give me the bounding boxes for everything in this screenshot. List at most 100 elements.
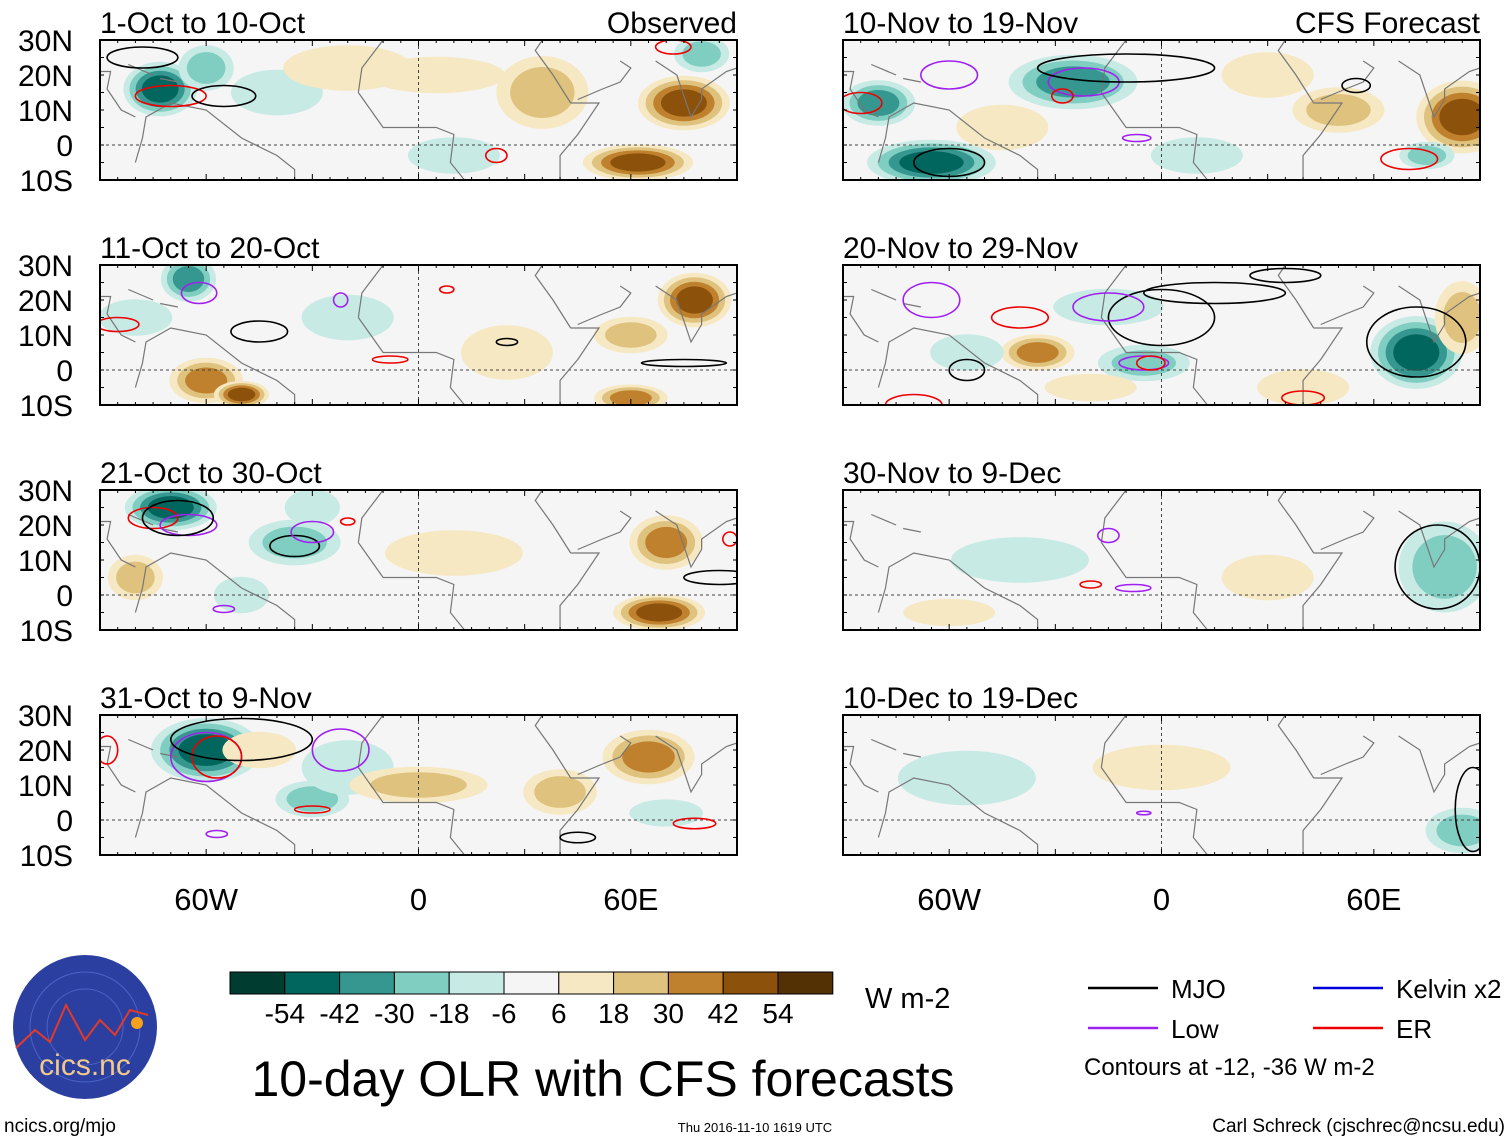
lon-tick-label: 60E: [603, 882, 658, 917]
contour-low: [920, 60, 979, 90]
olr-anomaly-blob: [629, 799, 704, 827]
coastline: [655, 60, 737, 119]
figure-title: 10-day OLR with CFS forecasts: [251, 1051, 954, 1107]
olr-anomaly-blob: [1092, 744, 1231, 791]
panel-title: 30-Nov to 9-Dec: [843, 457, 1061, 490]
coastline: [1267, 490, 1275, 491]
coastline: [577, 60, 632, 101]
contour-er: [1079, 580, 1103, 589]
column-label: CFS Forecast: [1295, 7, 1481, 40]
olr-anomaly-blob: [1393, 334, 1440, 371]
coastline: [903, 77, 921, 83]
coastline: [903, 302, 921, 308]
contour-er: [654, 40, 692, 55]
contour-low: [311, 728, 370, 772]
contour-er: [100, 735, 119, 765]
legend-label: MJO: [1171, 974, 1226, 1004]
contour-er: [1135, 355, 1166, 371]
olr-anomaly-blob: [460, 325, 553, 380]
colorbar-level-label: -6: [492, 998, 517, 1029]
coastline: [524, 40, 532, 41]
coastline: [877, 777, 1039, 855]
coastline: [1277, 265, 1315, 329]
coastline: [1277, 40, 1315, 104]
olr-anomaly-blob: [899, 151, 964, 174]
coastline: [903, 527, 921, 533]
coastline: [1267, 265, 1275, 266]
olr-anomaly-blob: [609, 390, 652, 405]
coastline: [160, 302, 178, 308]
olr-anomaly-blob: [407, 137, 500, 174]
column-label: Observed: [607, 7, 737, 40]
contour-low: [290, 520, 335, 544]
coastline: [134, 327, 296, 405]
coastline: [559, 102, 601, 180]
coastline: [843, 295, 879, 343]
olr-anomaly-blob: [301, 294, 394, 341]
contour-mjo: [1107, 288, 1216, 347]
coastline: [1398, 510, 1480, 569]
olr-anomaly-blob: [956, 104, 1049, 151]
colorbar-level-label: -54: [265, 998, 305, 1029]
contour-mjo: [1143, 281, 1287, 305]
lat-tick-label: 10S: [20, 840, 73, 873]
contour-low: [1135, 810, 1152, 816]
coastline: [128, 738, 154, 751]
coastline: [1100, 317, 1208, 405]
contour-er: [990, 306, 1050, 329]
contour-mjo: [640, 358, 728, 368]
contour-low: [180, 281, 218, 305]
contour-mjo: [230, 320, 289, 343]
coastline: [357, 715, 384, 768]
olr-anomaly-blob: [284, 490, 340, 526]
contour-er: [134, 84, 207, 108]
contour-er: [1380, 147, 1439, 171]
olr-anomaly-blob: [370, 772, 467, 798]
contour-mjo: [559, 831, 597, 844]
contour-low: [1114, 583, 1152, 593]
coastline: [577, 285, 632, 326]
olr-anomaly-blob: [262, 526, 327, 559]
legend-label: Kelvin x2: [1396, 974, 1502, 1004]
coastline: [160, 77, 178, 83]
colorbar-level-label: -42: [319, 998, 359, 1029]
contour-mjo: [141, 499, 215, 537]
colorbar-swatch: [339, 971, 395, 995]
coastline: [1302, 552, 1344, 630]
contour-er: [884, 393, 943, 405]
coastline: [1320, 285, 1375, 326]
olr-anomaly-blob: [172, 266, 205, 292]
contour-er: [371, 355, 409, 364]
coastline: [100, 70, 136, 118]
contour-er: [843, 91, 883, 115]
colorbar-swatch: [284, 971, 341, 995]
contour-mjo: [495, 337, 519, 347]
coastline: [1100, 542, 1208, 630]
olr-anomaly-blob: [610, 153, 666, 172]
lat-tick-label: 30N: [18, 700, 73, 733]
coastline: [357, 40, 384, 93]
contour-low: [1121, 133, 1152, 143]
footer-url[interactable]: ncics.org/mjo: [4, 1116, 116, 1137]
lon-tick-label: 0: [410, 882, 427, 917]
contour-mjo: [948, 358, 986, 382]
coastline: [524, 490, 532, 491]
colorbar: -54 -42 -30 -18 -6 6 18 30 42 54: [229, 971, 834, 1029]
panel-title: 10-Nov to 19-Nov: [843, 7, 1078, 40]
coastline: [655, 735, 737, 794]
panel-title: 11-Oct to 20-Oct: [100, 232, 320, 265]
colorbar-level-label: -30: [374, 998, 414, 1029]
contour-mjo: [1454, 766, 1480, 853]
map-panel: 10-Nov to 19-Nov CFS Forecast: [842, 7, 1481, 181]
panel-title: 10-Dec to 19-Dec: [843, 682, 1078, 715]
coastline: [559, 552, 601, 630]
coastline: [1398, 735, 1480, 794]
contour-er: [484, 147, 508, 164]
contour-mjo: [191, 84, 257, 108]
map-panels: 1-Oct to 10-Oct Observed30N20N10N010S10-N…: [18, 7, 1481, 917]
colorbar-swatch: [229, 971, 286, 995]
coastline: [1320, 735, 1375, 776]
coastline: [1100, 767, 1208, 855]
coastline: [871, 738, 897, 751]
coastline: [1277, 715, 1315, 779]
